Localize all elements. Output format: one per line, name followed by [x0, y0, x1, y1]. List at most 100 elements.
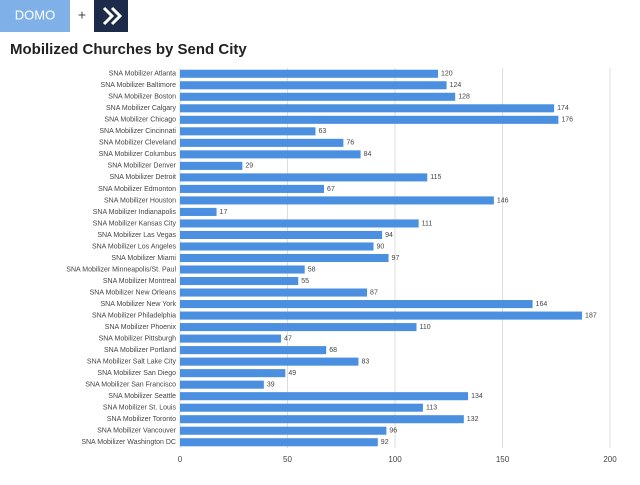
bar: [180, 253, 389, 263]
bar: [180, 277, 299, 286]
value-label: 87: [370, 289, 378, 296]
y-tick-label: SNA Mobilizer San Francisco: [85, 382, 176, 389]
bar: [180, 184, 325, 193]
y-tick-label: SNA Mobilizer Philadelphia: [92, 312, 176, 319]
bar: [180, 392, 469, 401]
value-label: 67: [327, 186, 335, 193]
x-tick-label: 150: [496, 455, 510, 464]
bar: [180, 81, 447, 90]
value-label: 113: [426, 405, 437, 412]
bar: [180, 346, 327, 355]
bar: [180, 380, 264, 389]
bar: [180, 288, 368, 297]
y-tick-label: SNA Mobilizer Boston: [108, 94, 176, 101]
bar: [180, 369, 286, 378]
value-label: 128: [458, 94, 470, 101]
y-tick-label: SNA Mobilizer Indianapolis: [93, 209, 177, 216]
value-label: 187: [585, 312, 597, 319]
bar: [180, 323, 417, 332]
y-tick-label: SNA Mobilizer Portland: [104, 347, 176, 354]
y-tick-label: SNA Mobilizer Seattle: [108, 393, 176, 400]
bar: [180, 207, 217, 216]
logo-box: [0, 0, 70, 32]
y-tick-label: SNA Mobilizer Pittsburgh: [99, 335, 177, 342]
value-label: 92: [381, 439, 389, 446]
y-tick-label: SNA Mobilizer Washington DC: [81, 439, 176, 446]
value-label: 29: [245, 163, 253, 170]
bar: [180, 230, 383, 239]
x-tick-label: 200: [603, 455, 617, 464]
bar: [180, 92, 456, 101]
y-tick-label: SNA Mobilizer San Diego: [97, 370, 176, 377]
value-label: 58: [308, 266, 316, 273]
bar: [180, 115, 559, 124]
y-tick-label: SNA Mobilizer Baltimore: [101, 82, 177, 89]
y-tick-label: SNA Mobilizer Salt Lake City: [87, 358, 177, 365]
y-tick-label: SNA Mobilizer Edmonton: [98, 186, 176, 193]
y-tick-label: SNA Mobilizer Columbus: [99, 151, 177, 158]
y-tick-label: SNA Mobilizer Toronto: [107, 416, 176, 423]
y-tick-label: SNA Mobilizer Cleveland: [99, 140, 176, 147]
y-tick-label: SNA Mobilizer Houston: [104, 197, 176, 204]
value-label: 17: [220, 209, 228, 216]
y-tick-label: SNA Mobilizer Detroit: [109, 174, 176, 181]
y-tick-label: SNA Mobilizer Los Angeles: [92, 243, 177, 250]
y-tick-label: SNA Mobilizer Vancouver: [97, 428, 177, 435]
bar: [180, 311, 583, 320]
value-label: 94: [385, 232, 393, 239]
y-tick-label: SNA Mobilizer Minneapolis/St. Paul: [66, 266, 176, 273]
joiner: +: [78, 7, 86, 23]
y-tick-label: SNA Mobilizer Calgary: [106, 105, 177, 112]
y-tick-label: SNA Mobilizer Kansas City: [93, 220, 177, 227]
bar: [180, 334, 282, 343]
value-label: 76: [346, 140, 354, 147]
y-tick-label: SNA Mobilizer Miami: [111, 255, 176, 262]
value-label: 164: [536, 301, 548, 308]
value-label: 49: [288, 370, 296, 377]
value-label: 47: [284, 335, 292, 342]
bar: [180, 403, 423, 412]
value-label: 111: [422, 220, 433, 227]
bar: [180, 415, 464, 424]
value-label: 90: [377, 243, 385, 250]
value-label: 97: [392, 255, 400, 262]
value-label: 68: [329, 347, 337, 354]
value-label: 120: [441, 71, 453, 78]
bar: [180, 426, 387, 435]
x-tick-label: 100: [388, 455, 402, 464]
bar: [180, 173, 428, 182]
x-tick-label: 0: [178, 455, 183, 464]
value-label: 39: [267, 382, 275, 389]
chart-title: Mobilized Churches by Send City: [10, 41, 247, 58]
bar: [180, 138, 344, 147]
value-label: 63: [318, 128, 326, 135]
value-label: 174: [557, 105, 569, 112]
value-label: 134: [471, 393, 483, 400]
y-tick-label: SNA Mobilizer Denver: [108, 163, 177, 170]
bar: [180, 69, 438, 78]
value-label: 96: [389, 428, 397, 435]
bar: [180, 150, 361, 159]
value-label: 110: [420, 324, 431, 331]
bar: [180, 300, 533, 309]
y-tick-label: SNA Mobilizer Las Vegas: [97, 232, 176, 239]
value-label: 132: [467, 416, 479, 423]
value-label: 176: [561, 117, 573, 124]
value-label: 124: [450, 82, 462, 89]
value-label: 83: [361, 358, 369, 365]
x-tick-label: 50: [283, 455, 292, 464]
value-label: 84: [364, 151, 372, 158]
y-tick-label: SNA Mobilizer Phoenix: [105, 324, 177, 331]
bar: [180, 196, 494, 205]
bar: [180, 161, 243, 170]
partner-logo-mark: [102, 6, 123, 26]
brand: DOMO: [15, 7, 55, 22]
value-label: 146: [497, 197, 509, 204]
y-tick-label: SNA Mobilizer New York: [101, 301, 177, 308]
y-tick-label: SNA Mobilizer Atlanta: [109, 71, 176, 78]
bar: [180, 104, 555, 113]
y-tick-label: SNA Mobilizer St. Louis: [103, 405, 177, 412]
bar: [180, 438, 378, 447]
